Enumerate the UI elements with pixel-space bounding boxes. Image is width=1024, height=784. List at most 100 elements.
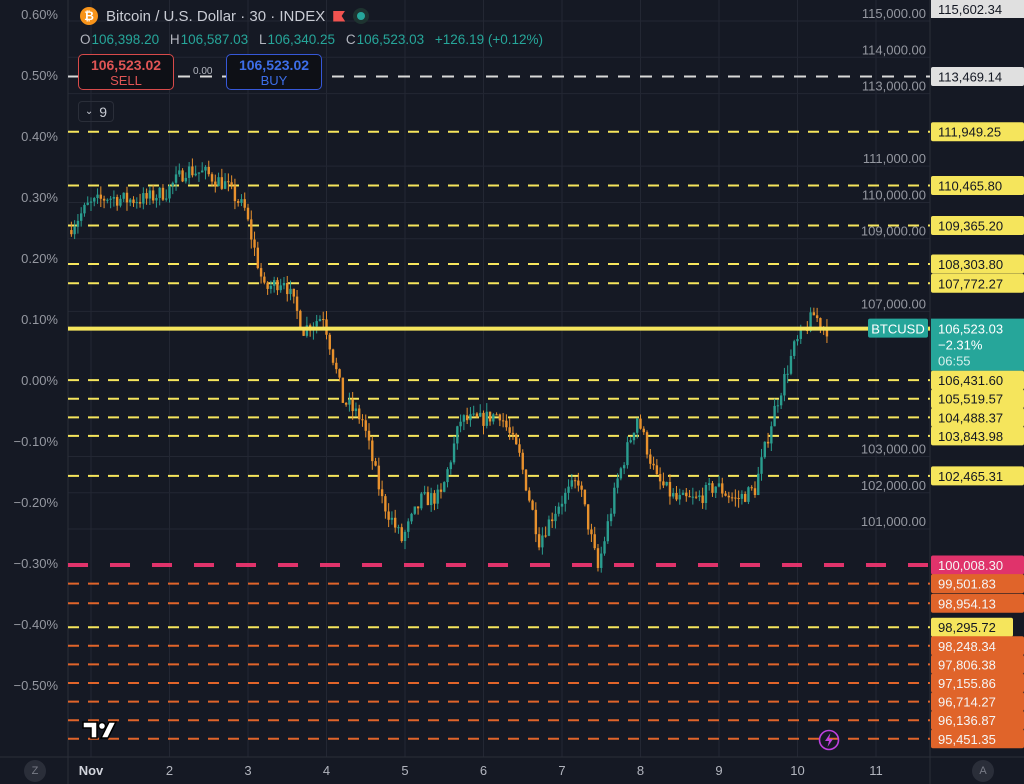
candle-body (655, 465, 659, 475)
candle-body (142, 193, 145, 204)
candle-body (681, 492, 685, 495)
last-price-change: −2.31% (938, 338, 983, 353)
candle-body (443, 482, 446, 492)
candle-body (286, 282, 289, 295)
candle-body (547, 519, 551, 536)
change-value: +126.19 (+0.12%) (434, 32, 543, 47)
buy-button[interactable]: 106,523.02 BUY (226, 54, 322, 90)
candle-body (560, 503, 564, 507)
candle-body (825, 327, 829, 337)
price-level-label: 102,465.31 (938, 469, 1003, 484)
candle-body (187, 166, 191, 178)
percent-tick-label: −0.40% (14, 617, 59, 632)
sell-button[interactable]: 106,523.02 SELL (78, 54, 174, 90)
x-tick-label: 11 (869, 763, 883, 778)
y-tick-label: 101,000.00 (861, 514, 926, 529)
candle-body (407, 521, 410, 532)
flag-icon[interactable] (333, 10, 346, 22)
price-level-label-bg (931, 122, 1024, 142)
candle-body (174, 174, 178, 183)
candle-body (181, 170, 184, 182)
candle-body (691, 496, 695, 498)
tradingview-logo[interactable] (82, 720, 118, 742)
percent-tick-label: −0.20% (14, 495, 59, 510)
candle-body (773, 405, 776, 427)
open-value: 106,398.20 (91, 32, 160, 47)
y-tick-label: 115,000.00 (862, 6, 926, 21)
candle-body (528, 490, 531, 501)
candle-body (259, 268, 263, 277)
x-tick-label: 9 (715, 763, 722, 778)
candle-body (740, 493, 744, 499)
y-tick-label: 111,000.00 (863, 151, 926, 166)
candle-body (338, 369, 341, 378)
price-level-label-bg (931, 67, 1024, 87)
symbol-title[interactable]: Bitcoin / U.S. Dollar · 30 · INDEX (106, 7, 326, 25)
price-level-label-bg (931, 370, 1024, 390)
price-level-label: 104,488.37 (938, 410, 1003, 425)
price-level-label-bg (931, 215, 1024, 235)
candle-body (348, 399, 351, 405)
candle-body (707, 483, 711, 485)
candle-body (236, 201, 240, 203)
candle-body (341, 377, 345, 403)
candle-body (397, 527, 400, 529)
last-price-label-bg (931, 318, 1024, 371)
candle-body (573, 480, 577, 482)
price-level-label-bg (931, 426, 1024, 446)
candle-body (122, 192, 125, 199)
candle-body (302, 328, 305, 336)
candle-body (423, 492, 426, 494)
candle-body (711, 483, 714, 493)
price-level-label: 107,772.27 (938, 276, 1003, 291)
candle-body (400, 527, 403, 542)
candle-body (112, 197, 116, 199)
price-level-label-bg (931, 176, 1024, 196)
price-level-label-bg (931, 574, 1024, 594)
buy-label: BUY (260, 73, 288, 88)
candle-body (665, 481, 668, 486)
price-level-label: 96,136.87 (938, 713, 996, 728)
candle-body (295, 296, 299, 311)
candle-body (475, 413, 479, 417)
price-level-label: 97,155.86 (938, 676, 996, 691)
candle-body (537, 534, 541, 548)
candle-body (482, 412, 485, 426)
candle-body (197, 172, 201, 174)
lightning-icon[interactable] (818, 729, 840, 751)
auto-scale-button[interactable]: A (972, 760, 994, 782)
candle-body (393, 517, 397, 528)
candle-body (809, 312, 812, 331)
candle-body (557, 506, 560, 514)
candle-body (613, 487, 616, 514)
open-label: O (80, 32, 91, 47)
candle-body (106, 199, 109, 201)
a-label: A (979, 765, 987, 777)
candle-body (488, 411, 492, 422)
market-status-icon[interactable] (353, 8, 370, 24)
timezone-button[interactable]: Z (24, 760, 46, 782)
candle-body (99, 194, 103, 199)
candle-body (462, 415, 466, 422)
y-tick-label: 113,000.00 (862, 79, 926, 94)
price-level-label: 98,248.34 (938, 639, 996, 654)
price-level-label: 106,431.60 (938, 373, 1003, 388)
candle-body (351, 399, 354, 412)
candle-body (511, 432, 515, 435)
candle-body (616, 478, 619, 488)
x-tick-label: 3 (244, 763, 251, 778)
candle-body (469, 414, 472, 421)
candle-body (214, 181, 217, 187)
candle-body (76, 220, 80, 227)
candle-body (70, 230, 73, 235)
candle-body (256, 247, 260, 269)
ohlc-readout: O106,398.20 H106,587.03 L106,340.25 C106… (80, 32, 550, 47)
candle-body (675, 493, 678, 500)
candle-body (194, 173, 197, 176)
indicators-toggle[interactable]: ⌄ 9 (78, 101, 114, 122)
candle-body (626, 442, 629, 466)
candle-body (354, 408, 358, 412)
candle-body (269, 285, 273, 289)
symbol-header[interactable]: ₿ Bitcoin / U.S. Dollar · 30 · INDEX (80, 7, 370, 25)
